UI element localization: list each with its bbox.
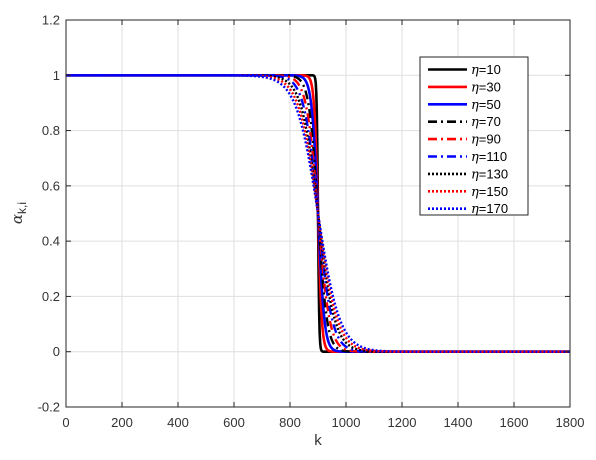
legend-box	[419, 56, 529, 216]
legend-eta-symbol: η	[471, 133, 479, 148]
x-tick-label: 1200	[388, 415, 417, 430]
legend-eta-value: =110	[479, 149, 507, 164]
x-axis-label: k	[314, 432, 322, 449]
x-tick-label: 600	[223, 415, 245, 430]
legend-label-eta-170: η=170	[471, 201, 508, 217]
legend-eta-value: =170	[479, 201, 508, 216]
legend-eta-symbol: η	[471, 185, 479, 200]
y-axis-label-sub: k,i	[15, 202, 29, 214]
y-tick-label: 0.2	[42, 289, 60, 304]
legend-eta-value: =150	[479, 184, 508, 199]
legend-eta-value: =90	[479, 132, 501, 147]
legend-eta-symbol: η	[471, 63, 479, 78]
legend-eta-value: =130	[479, 166, 508, 181]
x-tick-label: 1600	[500, 415, 529, 430]
legend-eta-symbol: η	[471, 167, 479, 182]
y-tick-label: 0	[53, 344, 60, 359]
x-tick-label: 0	[62, 415, 69, 430]
x-axis-ticks: 0 200 400 600 800 1000 1200 1400 1600 1800	[62, 20, 584, 430]
legend-eta-symbol: η	[471, 98, 479, 113]
y-tick-label: -0.2	[38, 400, 60, 415]
series-line-eta-170	[65, 74, 571, 353]
y-tick-label: 0.6	[42, 178, 60, 193]
y-axis-ticks: -0.2 0 0.2 0.4 0.6 0.8 1 1.2	[38, 13, 570, 415]
legend-label-eta-90: η=90	[471, 132, 501, 148]
y-tick-label: 0.4	[42, 234, 60, 249]
legend-eta-value: =70	[479, 114, 501, 129]
legend-eta-symbol: η	[471, 150, 479, 165]
legend-eta-symbol: η	[471, 115, 479, 130]
legend-label-eta-110: η=110	[471, 149, 507, 165]
legend-eta-symbol: η	[471, 80, 479, 95]
x-tick-label: 1000	[332, 415, 361, 430]
legend-label-eta-30: η=30	[471, 79, 501, 95]
legend-label-eta-150: η=150	[471, 184, 508, 200]
x-tick-label: 200	[111, 415, 133, 430]
y-tick-label: 1.2	[42, 13, 60, 28]
legend-label-eta-70: η=70	[471, 114, 501, 130]
x-tick-label: 1800	[556, 415, 585, 430]
y-axis-label: αk,i	[8, 202, 29, 224]
legend-eta-value: =10	[479, 62, 501, 77]
x-tick-label: 1400	[444, 415, 473, 430]
y-tick-label: 0.8	[42, 123, 60, 138]
legend-eta-value: =50	[479, 97, 501, 112]
legend-eta-value: =30	[479, 79, 501, 94]
y-tick-label: 1	[53, 68, 60, 83]
legend-eta-symbol: η	[471, 202, 479, 217]
legend-label-eta-130: η=130	[471, 166, 508, 182]
plot-frame	[65, 19, 571, 408]
legend-label-eta-10: η=10	[471, 62, 501, 78]
x-tick-label: 800	[279, 415, 301, 430]
x-tick-label: 400	[167, 415, 189, 430]
series-layer	[65, 73, 571, 354]
legend-label-eta-50: η=50	[471, 97, 501, 113]
y-axis-label-main: α	[8, 214, 26, 224]
